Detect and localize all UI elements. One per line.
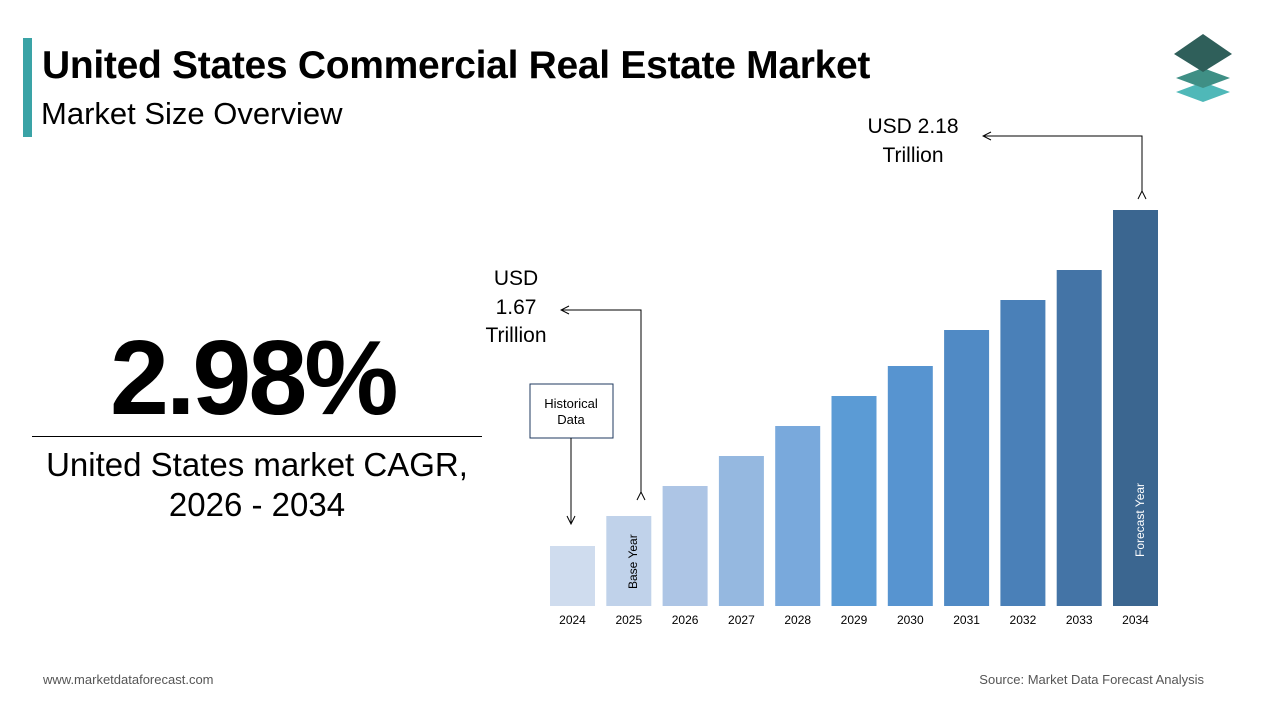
page-subtitle: Market Size Overview [41,96,343,131]
end-value-line1: USD 2.18 [867,115,958,138]
bar-2034 [1113,210,1158,606]
forecast-year-label: Forecast Year [1133,483,1147,557]
cagr-label-line1: United States market CAGR, [46,446,468,483]
end-value-line2: Trillion [882,144,943,167]
bar-2031 [944,330,990,606]
footer-source: Source: Market Data Forecast Analysis [979,672,1204,687]
logo-layer-bottom [1176,82,1230,102]
x-tick-label-2032: 2032 [1010,613,1037,627]
historical-data-box [529,383,614,439]
x-tick-label-2027: 2027 [728,613,755,627]
logo-layer-top [1174,34,1232,72]
bar-2030 [887,366,933,606]
bar-2025 [606,516,652,606]
x-tick-label-2028: 2028 [784,613,811,627]
historical-data-line2: Data [557,412,585,427]
cagr-divider [32,436,482,437]
x-tick-label-2030: 2030 [897,613,924,627]
bar-2032 [1000,300,1046,606]
base-year-label: Base Year [626,534,640,589]
x-tick-label-2031: 2031 [953,613,980,627]
historical-data-line1: Historical [544,396,598,411]
cagr-label: United States market CAGR, 2026 - 2034 [24,445,490,525]
start-value-arrow [561,310,641,492]
start-value-line1: USD [494,267,538,290]
stacked-layers-logo-icon [1174,34,1232,102]
cagr-value: 2.98% [110,319,399,437]
x-tick-label-2024: 2024 [559,613,586,627]
bar-2033 [1056,270,1102,606]
page-title: United States Commercial Real Estate Mar… [42,44,871,87]
x-tick-label-2025: 2025 [615,613,642,627]
x-tick-label-2029: 2029 [841,613,868,627]
bar-2024 [550,546,595,606]
title-accent-bar [23,38,32,137]
bar-2029 [831,396,877,606]
start-value-line3: Trillion [485,324,546,347]
x-tick-label-2033: 2033 [1066,613,1093,627]
logo-layer-middle [1176,68,1230,88]
x-tick-label-2034: 2034 [1122,613,1149,627]
cagr-label-line2: 2026 - 2034 [168,486,346,523]
end-value-arrow [983,136,1142,191]
bar-2026 [662,486,708,606]
bar-2027 [718,456,764,606]
start-value-line2: 1.67 [496,296,537,319]
footer-website: www.marketdataforecast.com [43,672,214,687]
bar-2028 [775,426,821,606]
x-tick-label-2026: 2026 [672,613,699,627]
